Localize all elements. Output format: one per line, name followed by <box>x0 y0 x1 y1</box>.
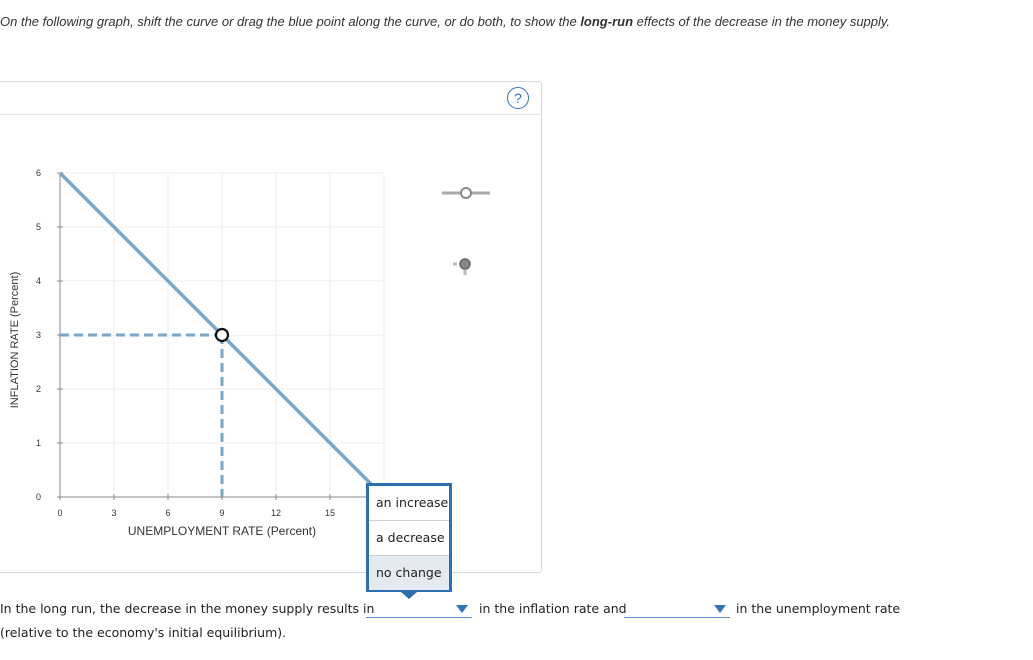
x-tick-label: 15 <box>325 508 335 518</box>
point-tool-icon[interactable] <box>459 258 471 270</box>
dropdown-pointer <box>401 592 417 599</box>
chevron-down-icon <box>456 605 468 613</box>
question-part4: (relative to the economy's initial equil… <box>0 625 287 640</box>
curve-tool-handle-icon[interactable] <box>460 187 472 199</box>
question-part3: in the unemployment rate <box>736 601 901 616</box>
x-tick-label: 9 <box>219 508 224 518</box>
x-tick-label: 3 <box>111 508 116 518</box>
inflation-select[interactable] <box>366 601 472 618</box>
y-tick-label: 5 <box>36 222 41 232</box>
chevron-down-icon <box>714 605 726 613</box>
dropdown-option-decrease[interactable]: a decrease <box>369 521 449 556</box>
y-tick-label: 1 <box>36 438 41 448</box>
y-axis-title: INFLATION RATE (Percent) <box>9 272 21 409</box>
question-part2: in the inflation rate and <box>479 601 627 616</box>
equilibrium-point[interactable] <box>214 327 230 343</box>
instructions-emphasis: long-run <box>580 14 634 29</box>
x-tick-label: 6 <box>165 508 170 518</box>
x-axis-title: UNEMPLOYMENT RATE (Percent) <box>128 524 316 538</box>
instructions-text: On the following graph, shift the curve … <box>0 10 930 34</box>
x-tick-label: 12 <box>271 508 281 518</box>
answer-dropdown-menu: an increase a decrease no change <box>366 483 452 592</box>
unemployment-select[interactable] <box>624 601 730 618</box>
instructions-prefix: On the following graph, shift the curve … <box>0 14 581 29</box>
question-part1: In the long run, the decrease in the mon… <box>0 601 375 616</box>
y-tick-label: 3 <box>36 330 41 340</box>
y-tick-label: 6 <box>36 168 41 178</box>
y-tick-label: 4 <box>36 276 41 286</box>
dropdown-option-increase[interactable]: an increase <box>369 486 449 521</box>
instructions-suffix: effects of the decrease in the money sup… <box>633 14 891 29</box>
dropdown-option-no-change[interactable]: no change <box>369 556 449 590</box>
y-tick-label: 0 <box>36 492 41 502</box>
help-icon[interactable]: ? <box>507 87 529 109</box>
y-tick-label: 2 <box>36 384 41 394</box>
x-tick-label: 0 <box>57 508 62 518</box>
graph-toolbar: ? <box>0 82 541 115</box>
